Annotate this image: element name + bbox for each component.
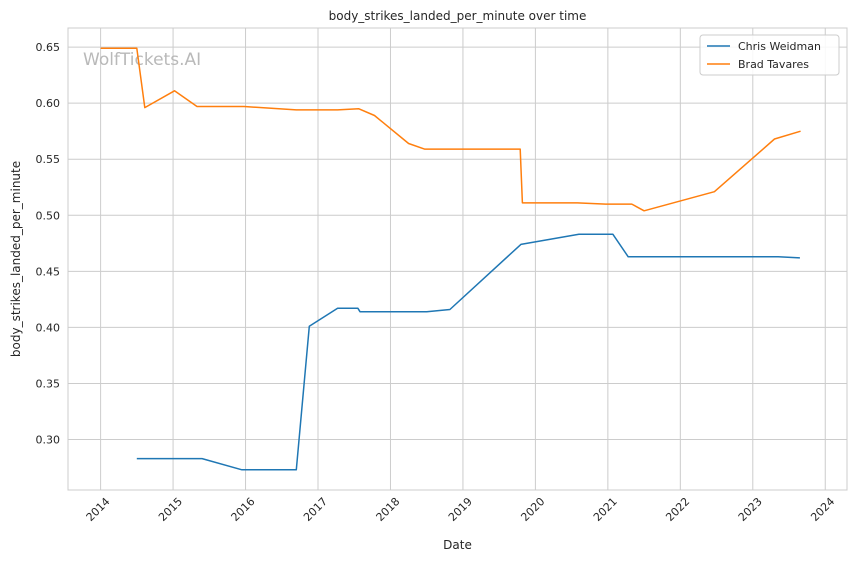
y-axis-title: body_strikes_landed_per_minute [9, 161, 23, 357]
legend-label-chris-weidman: Chris Weidman [738, 40, 821, 53]
y-tick-label: 0.40 [36, 321, 61, 334]
series-layer [100, 47, 801, 471]
series-line-brad-tavares [100, 47, 801, 212]
legend: Chris Weidman Brad Tavares [699, 34, 840, 76]
grid [68, 28, 847, 490]
plot-frame [67, 27, 848, 491]
x-axis-title: Date [443, 538, 472, 552]
series-line-chris-weidman [136, 233, 800, 471]
y-tick-label: 0.60 [36, 97, 61, 110]
y-tick-label: 0.50 [36, 209, 61, 222]
y-tick-label: 0.30 [36, 434, 61, 447]
y-tick-label: 0.45 [36, 265, 61, 278]
chart-title: body_strikes_landed_per_minute over time [329, 9, 587, 23]
watermark-text: WolfTickets.AI [83, 50, 201, 70]
tick-labels: 2014 2015 2016 2017 2018 2019 2020 2021 2022 2023… [36, 41, 838, 524]
y-tick-label: 0.35 [36, 377, 61, 390]
y-tick-label: 0.55 [36, 153, 61, 166]
legend-box [699, 34, 840, 76]
legend-label-brad-tavares: Brad Tavares [738, 58, 809, 71]
y-tick-label: 0.65 [36, 41, 61, 54]
